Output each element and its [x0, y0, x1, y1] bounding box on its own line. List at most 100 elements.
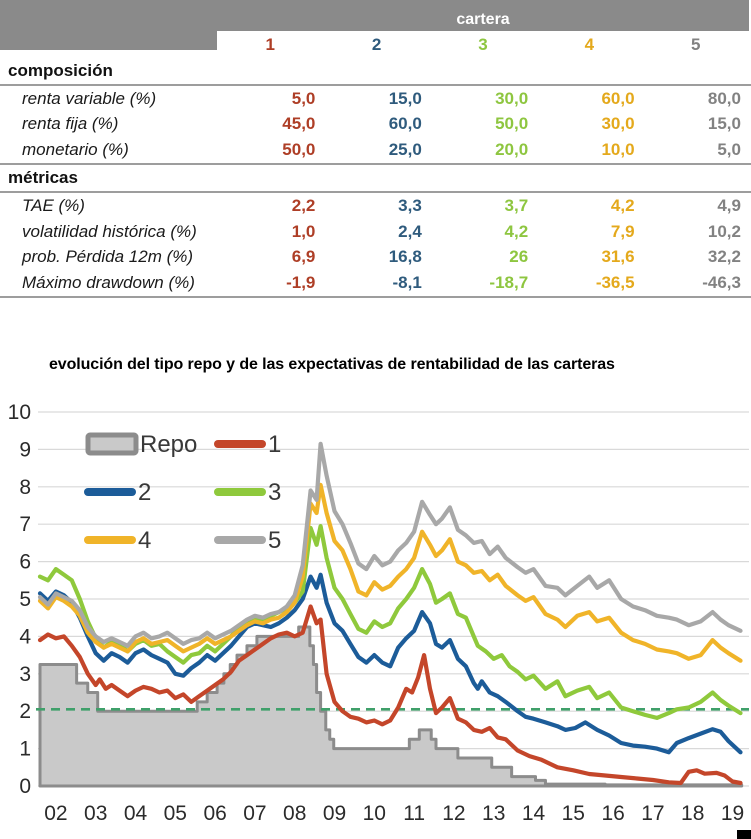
cell-value: 50,0: [282, 140, 316, 160]
series-line-1: [37, 604, 743, 786]
table-title: cartera: [456, 11, 510, 28]
cell-value: 25,0: [388, 140, 422, 160]
x-axis-label: 14: [522, 802, 546, 825]
cell-value: 4,9: [717, 195, 741, 215]
repo-area: [38, 625, 744, 788]
column-header-2: 2: [371, 34, 382, 54]
y-axis-label: 4: [19, 625, 31, 648]
row-label: renta variable (%): [22, 88, 157, 108]
series-line-5: [37, 441, 743, 648]
cell-value: 15,0: [388, 88, 422, 108]
column-header-1: 1: [265, 34, 275, 54]
section-row: métricas: [0, 165, 751, 193]
table-row: prob. Pérdida 12m (%) 6,9 16,8 26 31,6 32,2: [0, 245, 751, 271]
series-line-4: [37, 482, 743, 663]
cell-value: 32,2: [707, 247, 741, 267]
cell-value: 60,0: [601, 88, 635, 108]
cell-value: 3,7: [504, 195, 529, 215]
legend-label-Repo: Repo: [140, 431, 197, 458]
cell-value: 7,9: [610, 221, 635, 241]
table-row: TAE (%) 2,2 3,3 3,7 4,2 4,9: [0, 193, 751, 219]
table-row: renta variable (%) 5,0 15,0 30,0 60,0 80,0: [0, 86, 751, 112]
cell-value: 6,9: [291, 247, 316, 267]
corner-mark: [737, 830, 751, 839]
section-title: composición: [8, 60, 113, 80]
y-axis-label: 1: [19, 738, 31, 761]
x-axis-label: 15: [562, 802, 585, 825]
cell-value: -1,9: [286, 273, 316, 293]
table-row: Máximo drawdown (%) -1,9 -8,1 -18,7 -36,5 -46…: [0, 270, 751, 299]
y-axis-label: 3: [19, 663, 31, 686]
x-axis-label: 16: [601, 802, 624, 825]
x-axis-label: 03: [84, 802, 107, 825]
cell-value: 2,4: [398, 221, 422, 241]
column-numbers-row: 1 2 3 4 5: [217, 31, 749, 58]
cell-value: 26: [509, 247, 529, 267]
y-axis-label: 9: [19, 438, 31, 461]
x-axis-label: 17: [641, 802, 664, 825]
cell-value: 5,0: [717, 140, 741, 160]
cell-value: 5,0: [291, 88, 316, 108]
x-axis-label: 08: [283, 802, 306, 825]
y-axis-label: 7: [19, 513, 31, 536]
section-row: composición: [0, 58, 751, 86]
row-label: Máximo drawdown (%): [22, 273, 195, 293]
chart-title: evolución del tipo repo y de las expecta…: [49, 356, 615, 373]
cell-value: 30,0: [601, 114, 635, 134]
cell-value: 15,0: [707, 114, 741, 134]
series-line-2: [37, 572, 743, 755]
cell-value: -36,5: [595, 273, 635, 293]
y-axis-label: 6: [19, 551, 31, 574]
cell-value: 2,2: [291, 195, 316, 215]
x-axis-label: 04: [124, 802, 148, 825]
cell-value: 80,0: [707, 88, 741, 108]
x-axis-label: 05: [164, 802, 187, 825]
y-axis-label: 5: [19, 588, 31, 611]
cell-value: 4,2: [504, 221, 529, 241]
x-axis-label: 09: [323, 802, 346, 825]
row-label: TAE (%): [22, 195, 85, 215]
y-axis-label: 10: [8, 401, 31, 424]
column-header-4: 4: [584, 34, 595, 54]
legend-label-3: 3: [268, 479, 281, 506]
cell-value: -8,1: [392, 273, 422, 293]
legend-label-2: 2: [138, 479, 151, 506]
cell-value: 45,0: [282, 114, 316, 134]
x-axis-label: 11: [403, 802, 425, 825]
column-header-3: 3: [478, 34, 488, 54]
cell-value: -46,3: [702, 273, 741, 293]
cell-value: 1,0: [291, 221, 316, 241]
legend-label-5: 5: [268, 527, 281, 554]
row-label: prob. Pérdida 12m (%): [22, 247, 194, 267]
x-axis-label: 06: [203, 802, 226, 825]
x-axis-label: 02: [44, 802, 67, 825]
table-row: monetario (%) 50,0 25,0 20,0 10,0 5,0: [0, 137, 751, 166]
y-axis-label: 0: [19, 775, 31, 798]
x-axis-label: 18: [681, 802, 704, 825]
cell-value: 10,0: [601, 140, 635, 160]
x-axis-label: 19: [721, 802, 744, 825]
table-row: renta fija (%) 45,0 60,0 50,0 30,0 15,0: [0, 112, 751, 138]
x-axis-label: 07: [243, 802, 266, 825]
legend-swatch-repo: [85, 432, 139, 456]
cell-value: 30,0: [495, 88, 529, 108]
cell-value: 4,2: [610, 195, 635, 215]
cell-value: 16,8: [388, 247, 422, 267]
x-axis-label: 10: [363, 802, 386, 825]
table-rows: composición renta variable (%) 5,0 15,0 30,0…: [0, 58, 751, 299]
y-axis-label: 2: [19, 700, 31, 723]
row-label: monetario (%): [22, 140, 129, 160]
row-label: renta fija (%): [22, 114, 119, 134]
cell-value: 20,0: [495, 140, 529, 160]
y-axis-label: 8: [19, 476, 31, 499]
cell-value: 50,0: [495, 114, 529, 134]
cell-value: 31,6: [601, 247, 635, 267]
column-header-5: 5: [691, 34, 701, 54]
row-label: volatilidad histórica (%): [22, 221, 197, 241]
cell-value: 60,0: [388, 114, 422, 134]
table-row: volatilidad histórica (%) 1,0 2,4 4,2 7,9 10,…: [0, 219, 751, 245]
cell-value: -18,7: [489, 273, 529, 293]
cell-value: 10,2: [707, 221, 741, 241]
